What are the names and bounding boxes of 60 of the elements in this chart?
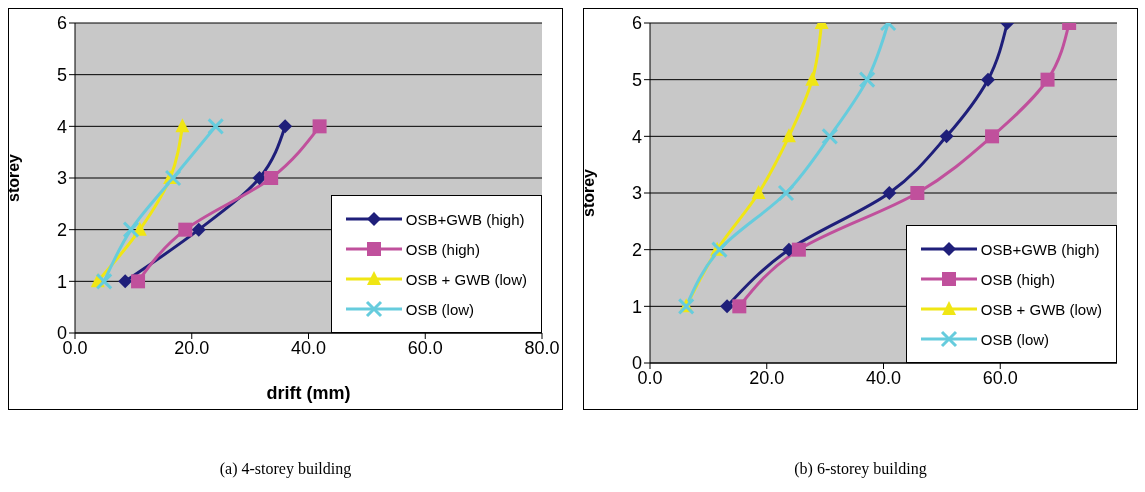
point: [805, 71, 820, 86]
y-axis-title: storey: [579, 168, 597, 218]
y-tick-label: 2: [631, 240, 642, 261]
point: [732, 299, 747, 314]
x-tick-label: 60.0: [982, 367, 1018, 388]
point: [252, 171, 267, 185]
y-tick-label: 5: [56, 65, 67, 86]
x-axis-title: drift (mm): [266, 383, 351, 403]
point: [122, 221, 140, 239]
legend-label: OSB (high): [405, 240, 480, 258]
point: [164, 169, 182, 187]
legend-label: OSB (high): [980, 270, 1055, 288]
legend-label: OSB (low): [405, 300, 475, 318]
y-axis-title: storey: [4, 153, 22, 203]
legend-label: OSB (low): [980, 330, 1050, 348]
point: [980, 72, 995, 87]
point: [985, 129, 1000, 144]
point: [178, 222, 193, 237]
text: (a) 4-storey building: [218, 460, 353, 478]
point: [264, 171, 279, 185]
point: [821, 127, 839, 145]
y-tick-label: 6: [631, 13, 642, 34]
y-tick-label: 3: [56, 168, 67, 189]
point: [751, 185, 766, 199]
y-tick-label: 3: [631, 183, 642, 204]
point: [312, 119, 327, 134]
point: [910, 186, 925, 200]
point: [781, 128, 796, 143]
y-tick-label: 5: [631, 70, 642, 91]
point: [278, 119, 293, 134]
point: [207, 117, 225, 135]
point: [791, 242, 806, 257]
y-tick-label: 1: [631, 296, 642, 317]
legend-label: OSB + GWB (low): [980, 300, 1102, 318]
point: [131, 274, 146, 289]
y-tick-label: 2: [56, 220, 67, 241]
point: [858, 71, 876, 89]
point: [720, 299, 735, 314]
point: [882, 186, 897, 200]
legend-label: OSB+GWB (high): [980, 240, 1100, 258]
x-tick-label: 80.0: [524, 337, 560, 358]
point: [777, 184, 795, 202]
point: [1040, 72, 1055, 87]
x-tick-label: 40.0: [865, 367, 902, 388]
x-tick-label: 20.0: [174, 337, 210, 358]
legend-label: OSB+GWB (high): [405, 210, 525, 228]
text: (b) 6-storey building: [793, 460, 928, 478]
y-tick-label: 6: [56, 13, 67, 34]
point: [939, 129, 954, 144]
point: [95, 272, 113, 290]
x-tick-label: 40.0: [290, 337, 327, 358]
point: [118, 274, 133, 289]
legend-label: OSB + GWB (low): [405, 270, 527, 288]
y-tick-label: 4: [56, 116, 67, 137]
x-tick-label: 20.0: [749, 367, 785, 388]
point: [175, 118, 190, 133]
y-tick-label: 1: [56, 271, 67, 292]
point: [191, 222, 206, 237]
x-tick-label: 60.0: [407, 337, 443, 358]
y-tick-label: 4: [631, 126, 642, 147]
